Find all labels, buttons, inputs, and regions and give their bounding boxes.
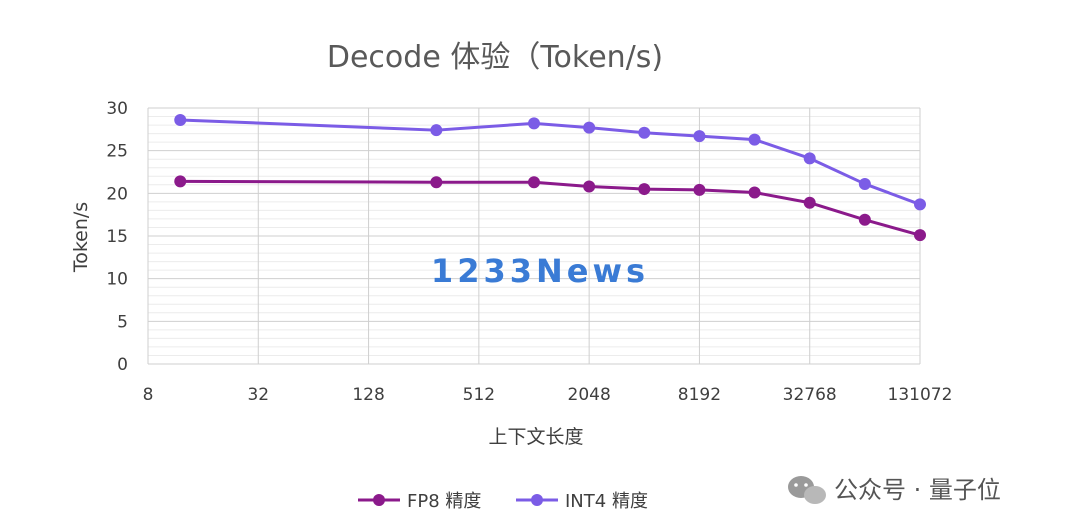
y-tick-label: 0	[117, 355, 128, 375]
legend-label: FP8 精度	[407, 491, 481, 512]
y-axis-ticks: 0 5 10 15 20 25 30	[106, 99, 128, 375]
x-axis-ticks: 8 32 128 512 2048 8192 32768 131072	[143, 385, 953, 405]
chart-grid	[147, 107, 921, 365]
x-tick-label: 8192	[678, 385, 721, 405]
x-tick-label: 131072	[888, 385, 953, 405]
data-point	[693, 130, 706, 143]
source-text: 公众号 · 量子位	[834, 476, 1001, 504]
data-point	[583, 121, 596, 134]
y-axis-label: Token/s	[70, 202, 92, 273]
x-tick-label: 8	[143, 385, 154, 405]
data-point	[803, 152, 816, 165]
data-point	[638, 126, 651, 139]
data-point	[914, 198, 926, 211]
x-tick-label: 512	[463, 385, 495, 405]
x-tick-label: 32768	[783, 385, 837, 405]
data-point	[174, 175, 187, 188]
data-point	[583, 180, 596, 193]
series-line-1	[180, 179, 921, 237]
y-tick-label: 15	[106, 227, 128, 247]
data-point	[748, 133, 761, 146]
y-tick-label: 25	[106, 142, 128, 162]
legend-label: INT4 精度	[565, 491, 648, 512]
x-tick-label: 128	[352, 385, 384, 405]
x-axis-label: 上下文长度	[488, 426, 583, 448]
legend-marker	[531, 494, 543, 506]
y-tick-label: 30	[106, 99, 128, 119]
data-point	[858, 213, 871, 226]
data-point	[528, 176, 540, 189]
data-point	[638, 183, 651, 196]
data-point	[748, 186, 761, 199]
data-point	[914, 229, 926, 242]
series-line-2	[180, 118, 921, 206]
legend-marker	[373, 494, 385, 506]
y-tick-label: 5	[117, 312, 128, 332]
data-point	[430, 124, 443, 137]
data-point	[858, 177, 871, 190]
x-tick-label: 32	[247, 385, 269, 405]
data-point	[174, 113, 187, 126]
data-point	[803, 196, 816, 209]
watermark-text: 1233News	[431, 252, 649, 290]
y-tick-label: 10	[106, 270, 128, 290]
wechat-icon	[788, 476, 826, 504]
x-tick-label: 2048	[568, 385, 611, 405]
y-tick-label: 20	[106, 184, 128, 204]
data-point	[528, 117, 540, 130]
source-credit: 公众号 · 量子位	[788, 476, 1001, 504]
chart-title: Decode 体验（Token/s)	[327, 40, 663, 75]
chart-series	[174, 113, 926, 242]
data-point	[693, 183, 706, 196]
chart-legend: FP8 精度 INT4 精度	[358, 491, 648, 512]
data-point	[430, 176, 443, 189]
